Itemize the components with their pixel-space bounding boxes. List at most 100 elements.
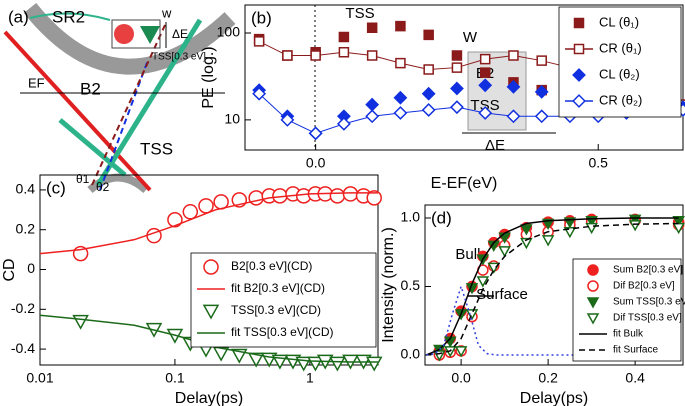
series-line	[39, 192, 378, 255]
marker	[478, 106, 493, 120]
marker	[479, 53, 491, 65]
marker	[338, 31, 350, 43]
label: TSS	[140, 139, 173, 158]
marker	[342, 186, 359, 202]
marker	[338, 47, 350, 58]
marker	[450, 81, 464, 96]
marker	[282, 50, 293, 61]
y-axis-title: CD	[1, 258, 18, 281]
marker	[310, 50, 321, 61]
analyzer	[87, 173, 149, 194]
legend-label: fit Surface	[613, 345, 658, 356]
marker	[520, 237, 533, 250]
marker	[329, 188, 346, 204]
legend-label: CR (θ₁)	[599, 40, 642, 55]
marker	[454, 346, 468, 358]
marker	[366, 50, 378, 61]
y-tick-label: 1.0	[401, 209, 421, 225]
marker	[506, 79, 521, 94]
marker	[450, 100, 464, 115]
plot-frame	[244, 4, 684, 151]
marker	[365, 109, 380, 124]
panel-label: (d)	[431, 208, 452, 227]
legend-label: Dif TSS[0.3 eV]	[613, 313, 682, 324]
legend-label: fit TSS[0.3 eV](CD)	[231, 325, 333, 339]
marker	[393, 106, 408, 120]
y-tick-label: 0	[27, 260, 35, 276]
marker	[182, 204, 199, 220]
marker	[421, 86, 436, 101]
marker	[541, 235, 555, 247]
legend-label: fit Bulk	[613, 329, 644, 340]
marker	[628, 220, 642, 232]
x-tick-label: 0.4	[625, 370, 645, 386]
band-b2	[23, 2, 236, 75]
red-beam	[3, 30, 152, 192]
y-tick-label: 0.2	[16, 220, 36, 236]
label: B2	[80, 79, 101, 98]
marker	[248, 190, 264, 206]
x-tick-label: 0.5	[588, 155, 608, 171]
panel-label: (b)	[251, 8, 272, 27]
label: EF	[28, 75, 45, 90]
legend-marker	[587, 280, 599, 292]
y-axis-title: Intensity (norm.)	[380, 227, 397, 343]
marker	[498, 246, 511, 258]
annotation: TSS	[345, 5, 374, 22]
marker	[395, 20, 406, 32]
tss-branch	[95, 18, 203, 187]
marker	[476, 276, 490, 288]
b2-spot	[114, 24, 134, 44]
legend-marker	[573, 17, 585, 29]
dashed-line	[91, 24, 166, 186]
y-tick-label: 10	[224, 111, 240, 127]
marker	[534, 84, 549, 99]
marker	[423, 64, 434, 75]
marker	[366, 190, 382, 206]
y-tick-label: 100	[217, 24, 241, 40]
legend-label: TSS[0.3 eV](CD)	[231, 303, 321, 317]
marker	[506, 109, 521, 124]
x-tick-label: 1	[306, 370, 314, 386]
series-line	[426, 217, 679, 356]
plot-frame	[424, 204, 684, 366]
marker	[253, 36, 265, 47]
label: ΔE	[172, 27, 188, 41]
marker	[479, 67, 491, 78]
y-tick-label: -0.2	[11, 300, 35, 316]
label: TSS[0.3 eV]	[152, 52, 206, 63]
legend-marker	[572, 94, 586, 108]
legend-marker	[586, 313, 600, 325]
label: θ2	[96, 180, 110, 194]
annotation: W	[463, 29, 478, 46]
legend-label: CL (θ₂)	[599, 66, 640, 81]
y-tick-label: -0.4	[11, 340, 35, 356]
chart: 0.0 0.2 0.4 0.0 0.5 1.0 Delay(ps) Intensity (no…	[380, 204, 685, 406]
marker	[534, 109, 549, 124]
marker	[167, 212, 183, 228]
y-tick-label: 0.0	[401, 346, 421, 362]
x-axis-title: Delay(ps)	[520, 390, 588, 406]
marker	[336, 116, 351, 131]
legend-marker	[572, 68, 586, 82]
legend-marker	[203, 259, 219, 275]
legend-box	[190, 252, 377, 348]
series-line	[426, 222, 679, 356]
marker	[393, 90, 408, 105]
annotation: Surface	[476, 286, 528, 303]
marker	[672, 216, 685, 228]
legend-box	[572, 258, 682, 362]
dashed-line	[99, 59, 149, 191]
x-tick-label: 0.0	[451, 370, 471, 386]
y-tick-label: 0.5	[401, 277, 421, 293]
label: w	[161, 5, 172, 20]
tss-spot	[140, 26, 160, 44]
annotation: ΔE	[485, 137, 505, 154]
y-tick-label: 0.4	[16, 181, 36, 197]
arrow	[29, 12, 111, 21]
annotation: TSS	[470, 97, 499, 114]
marker	[280, 112, 295, 127]
chart: 0.01 0.1 1 -0.4 -0.2 0 0.2 0.4 Delay(ps) CD (c) B2[…	[1, 174, 383, 406]
